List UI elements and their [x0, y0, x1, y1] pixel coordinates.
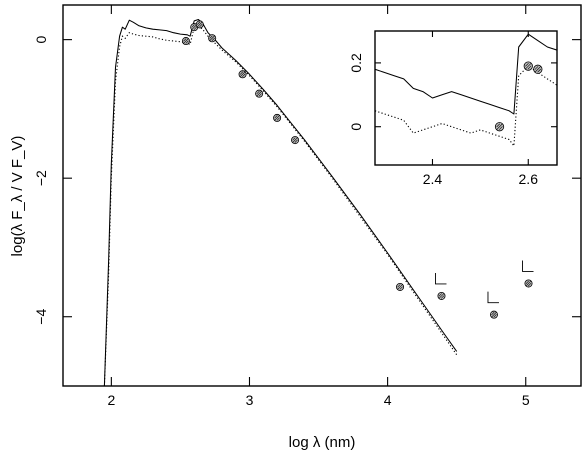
- main-data-layer: [103, 18, 534, 386]
- main-frame: [62, 4, 582, 387]
- main-photometry-point: [195, 20, 204, 29]
- inset-x-tick-label: 2.6: [519, 171, 539, 187]
- main-photometry-point: [255, 89, 264, 98]
- main-photometry-point: [437, 291, 446, 300]
- inset-frame: [374, 30, 558, 166]
- inset-photometry-point: [523, 61, 533, 71]
- y-axis-title: log(λ F_λ / V F_V): [9, 136, 26, 257]
- main-photometry-point: [273, 113, 282, 122]
- main-photometry-point: [489, 310, 498, 319]
- main-y-tick-label: −4: [33, 309, 49, 325]
- inset-x-tick-label: 2.4: [423, 171, 443, 187]
- main-photometry-point: [208, 34, 217, 43]
- inset-plot-panel: 2.4 2.6 0 0.2: [348, 30, 558, 187]
- inset-y-tick-label: 0.2: [348, 53, 364, 73]
- main-photometry-point: [396, 282, 405, 291]
- main-axes: 2 3 4 5 0 −2 −4: [33, 5, 581, 408]
- main-photometry-point: [291, 136, 300, 145]
- main-photometry-point: [524, 279, 533, 288]
- main-photometry-point: [181, 37, 190, 46]
- main-dotted-series-line: [103, 25, 458, 386]
- main-upper-limit-mark: [435, 272, 447, 285]
- x-axis-title: log λ (nm): [289, 434, 356, 451]
- main-x-tick-label: 3: [246, 392, 254, 408]
- main-upper-limit-mark: [487, 291, 499, 304]
- main-y-tick-label: −2: [33, 170, 49, 186]
- inset-data-layer: [375, 33, 557, 148]
- main-x-tick-label: 5: [522, 392, 530, 408]
- inset-photometry-point: [533, 64, 543, 74]
- inset-solid-series-line: [375, 33, 557, 115]
- main-photometry-point: [238, 70, 247, 79]
- main-x-tick-label: 4: [384, 392, 392, 408]
- inset-axes: 2.4 2.6 0 0.2: [348, 31, 557, 187]
- main-y-tick-label: 0: [33, 36, 49, 44]
- main-upper-limit-mark: [522, 260, 534, 272]
- inset-y-tick-label: 0: [348, 123, 364, 131]
- inset-background: [375, 31, 557, 165]
- main-plot-panel: 2 3 4 5 0 −2 −4: [33, 4, 582, 408]
- inset-photometry-point: [494, 122, 505, 132]
- main-x-tick-label: 2: [107, 392, 115, 408]
